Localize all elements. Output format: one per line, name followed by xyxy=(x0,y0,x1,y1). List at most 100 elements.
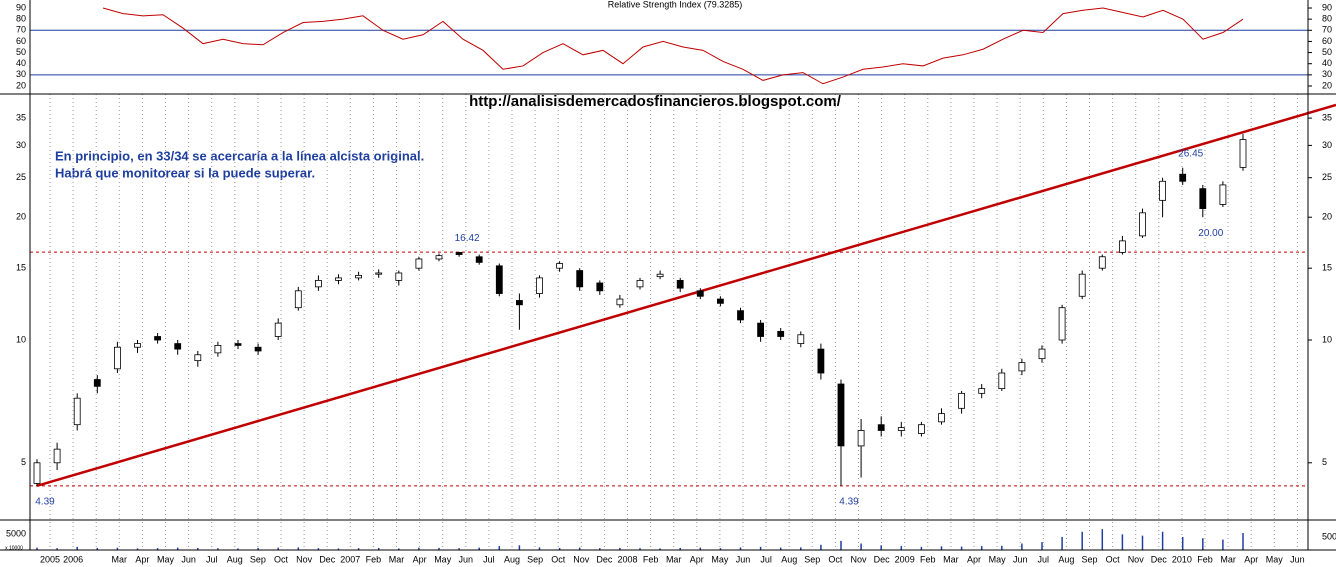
rsi-title: Relative Strength Index (79.3285) xyxy=(608,0,743,9)
x-tick-label: Jun xyxy=(736,554,751,564)
candle-body xyxy=(616,298,624,306)
x-tick-label: Oct xyxy=(828,554,843,564)
y-tick-label: 70 xyxy=(1322,25,1332,35)
candle-body xyxy=(214,345,222,354)
candle-body xyxy=(1179,173,1187,182)
candle-body xyxy=(636,280,644,288)
candle-body xyxy=(53,448,61,464)
x-tick-label: Aug xyxy=(227,554,243,564)
y-tick-label: 25 xyxy=(1322,172,1332,182)
x-tick-label: Jul xyxy=(1038,554,1050,564)
y-tick-label: 20 xyxy=(1322,212,1332,222)
x-tick-label: May xyxy=(989,554,1007,564)
candle-body xyxy=(174,343,182,350)
x-tick-label: 2006 xyxy=(63,554,83,564)
x-tick-label: Feb xyxy=(1197,554,1213,564)
x-tick-label: Aug xyxy=(781,554,797,564)
x-tick-label: 2005 xyxy=(40,554,60,564)
x-tick-label: Mar xyxy=(1220,554,1236,564)
candle-body xyxy=(134,343,141,348)
y-tick-label: 25 xyxy=(16,172,26,182)
x-tick-label: Oct xyxy=(1106,554,1121,564)
x-tick-label: Apr xyxy=(135,554,149,564)
candle-body xyxy=(817,348,825,374)
y-tick-label: 90 xyxy=(16,2,26,12)
y-tick-label: 90 xyxy=(1322,2,1332,12)
candle-body xyxy=(1219,184,1227,205)
candle-body xyxy=(455,251,463,255)
x-tick-label: Sep xyxy=(250,554,266,564)
candle-body xyxy=(1038,348,1046,360)
candle-body xyxy=(93,379,101,387)
x-tick-label: Jun xyxy=(459,554,474,564)
y-tick-label: 35 xyxy=(16,112,26,122)
candle-body xyxy=(435,255,443,260)
candle-body xyxy=(274,322,282,337)
x-tick-label: Oct xyxy=(551,554,566,564)
x-tick-label: Jul xyxy=(760,554,772,564)
x-tick-label: Mar xyxy=(112,554,128,564)
y-tick-label: 15 xyxy=(1322,263,1332,273)
candle-body xyxy=(877,424,885,431)
candle-body xyxy=(294,290,302,309)
candle-body xyxy=(596,282,604,292)
x-tick-label: Jul xyxy=(483,554,495,564)
x-tick-label: Jun xyxy=(1290,554,1305,564)
y-tick-label: 70 xyxy=(16,25,26,35)
candle-body xyxy=(375,272,383,275)
candle-body xyxy=(656,273,664,278)
x-tick-label: Feb xyxy=(643,554,659,564)
value-label: 16.42 xyxy=(455,233,480,244)
x-tick-label: Jun xyxy=(1013,554,1028,564)
candle-body xyxy=(335,277,342,281)
candle-body xyxy=(757,322,764,337)
candle-body xyxy=(918,424,925,434)
candle-body xyxy=(1119,240,1126,253)
x-tick-label: Nov xyxy=(296,554,313,564)
candle-body xyxy=(998,372,1006,390)
candle-body xyxy=(978,388,986,394)
candle-body xyxy=(1199,188,1207,209)
x-tick-label: May xyxy=(434,554,452,564)
y-tick-label: 20 xyxy=(16,212,26,222)
candle-body xyxy=(234,343,242,346)
candle-body xyxy=(737,310,744,321)
x-tick-label: Oct xyxy=(274,554,289,564)
y-tick-label: 5000 xyxy=(1322,531,1336,541)
y-tick-label: 15 xyxy=(16,263,26,273)
y-tick-label: 40 xyxy=(16,58,26,68)
x-tick-label: Aug xyxy=(504,554,520,564)
candle-body xyxy=(1078,273,1086,297)
y-tick-label: 5 xyxy=(21,457,26,467)
candle-body xyxy=(938,413,945,423)
volume-unit: x 10000 xyxy=(5,545,23,551)
y-tick-label: 5000 xyxy=(6,528,26,538)
x-tick-label: Nov xyxy=(850,554,867,564)
value-label: 26.45 xyxy=(1178,148,1203,159)
trend-line xyxy=(36,103,1336,488)
x-tick-label: Dec xyxy=(319,554,336,564)
x-tick-label: Mar xyxy=(943,554,959,564)
candle-body xyxy=(717,298,724,304)
x-tick-label: May xyxy=(157,554,175,564)
candle-body xyxy=(395,272,403,281)
y-tick-label: 60 xyxy=(16,36,26,46)
candle-body xyxy=(797,334,805,344)
candle-body xyxy=(194,354,202,362)
x-tick-label: Apr xyxy=(413,554,427,564)
candle-body xyxy=(696,290,704,297)
x-tick-label: 2009 xyxy=(895,554,915,564)
x-tick-label: Nov xyxy=(573,554,590,564)
candle-body xyxy=(576,270,584,288)
candle-body xyxy=(1159,180,1166,201)
x-tick-label: Feb xyxy=(366,554,382,564)
y-tick-label: 80 xyxy=(16,14,26,24)
header-url: http://analisisdemercadosfinancieros.blo… xyxy=(469,93,842,110)
candle-body xyxy=(777,330,785,337)
annotation: En principio, en 33/34 se acercaría a la… xyxy=(55,148,424,163)
candle-body xyxy=(1139,212,1146,237)
y-tick-label: 50 xyxy=(1322,47,1332,57)
candle-body xyxy=(1058,307,1066,341)
candle-body xyxy=(154,336,162,341)
